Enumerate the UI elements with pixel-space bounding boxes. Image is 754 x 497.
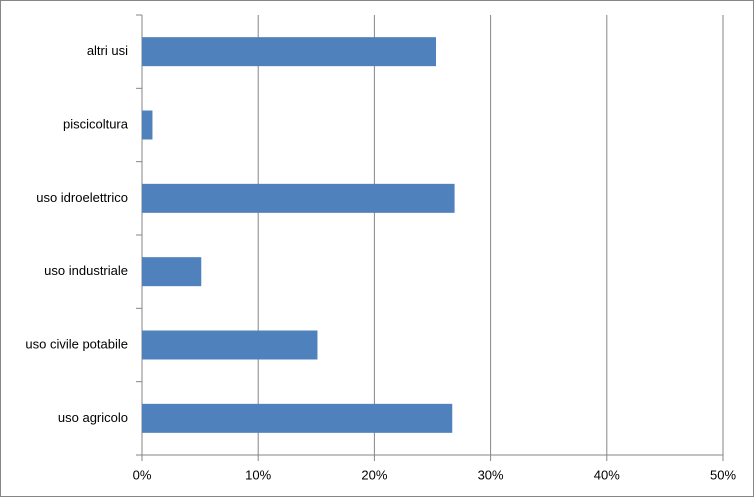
bar bbox=[142, 37, 436, 67]
y-tick-label: uso industriale bbox=[44, 263, 128, 278]
y-tick-label: piscicoltura bbox=[63, 116, 129, 131]
x-tick-label: 40% bbox=[594, 467, 620, 482]
x-tick-label: 0% bbox=[133, 467, 152, 482]
bar bbox=[142, 403, 453, 433]
bar bbox=[142, 183, 455, 213]
x-tick-label: 30% bbox=[478, 467, 504, 482]
y-tick-label: uso civile potabile bbox=[25, 336, 128, 351]
bar bbox=[142, 330, 318, 360]
y-tick-label: uso agricolo bbox=[58, 410, 128, 425]
x-tick-label: 10% bbox=[245, 467, 271, 482]
bar bbox=[142, 257, 202, 287]
y-tick-label: altri usi bbox=[87, 43, 128, 58]
bar bbox=[142, 110, 153, 140]
x-tick-label: 20% bbox=[361, 467, 387, 482]
y-tick-label: uso idroelettrico bbox=[36, 190, 128, 205]
x-tick-label: 50% bbox=[710, 467, 736, 482]
